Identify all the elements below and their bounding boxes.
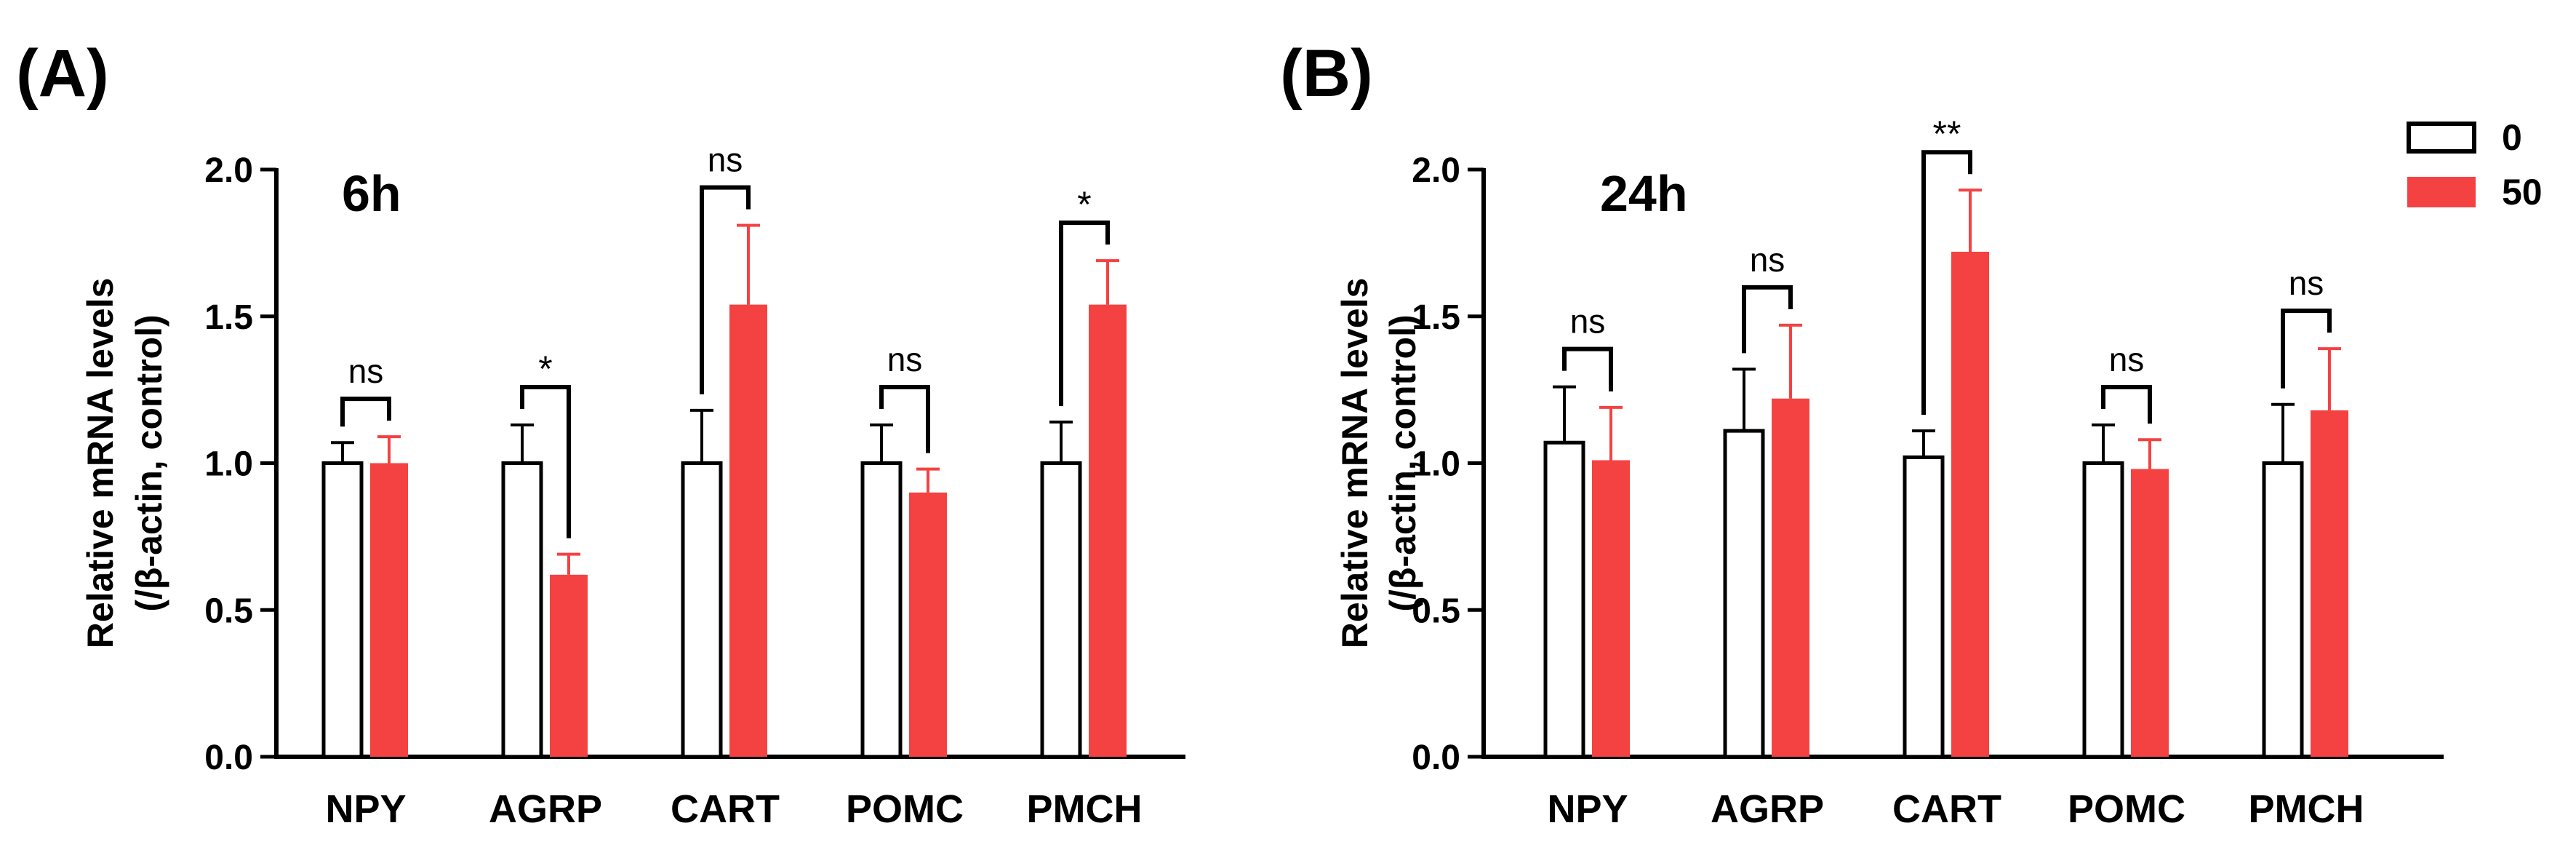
panel-label: (B) xyxy=(1280,36,1373,111)
bar-treated-cart xyxy=(729,304,767,757)
chart-panel-1: (A) 6h Relative mRNA levels (/β-actin, cont… xyxy=(16,36,1185,831)
y-tick-label: 2.0 xyxy=(1412,151,1460,190)
y-axis-label: Relative mRNA levels xyxy=(80,278,121,649)
x-tick-label: PMCH xyxy=(1027,787,1143,831)
x-tick-label: CART xyxy=(1892,787,2001,831)
significance-bracket xyxy=(2281,309,2332,389)
significance-bracket xyxy=(1059,220,1110,407)
bar-treated-npy xyxy=(1592,460,1630,757)
x-tick-label: NPY xyxy=(1547,787,1628,831)
y-tick-label: 2.0 xyxy=(204,151,253,190)
bar-treated-agrp xyxy=(1772,398,1809,757)
bar-control-agrp xyxy=(501,461,543,759)
significance-bracket xyxy=(879,385,930,453)
bar-control-npy xyxy=(1543,440,1585,759)
significance-label: ns xyxy=(708,141,743,179)
significance-label: ** xyxy=(1933,114,1961,154)
y-axis-label: Relative mRNA levels xyxy=(1335,278,1375,649)
significance-bracket xyxy=(1742,285,1793,354)
significance-label: ns xyxy=(348,352,384,390)
significance-label: ns xyxy=(2109,341,2145,378)
bar-treated-agrp xyxy=(550,574,588,757)
legend-label: 0 xyxy=(2502,117,2522,158)
bar-treated-pmch xyxy=(1089,304,1127,757)
bar-treated-cart xyxy=(1951,251,1989,757)
bar-control-pomc xyxy=(860,461,903,759)
y-tick-label: 0.5 xyxy=(204,592,253,630)
significance-bracket xyxy=(700,185,751,394)
significance-bracket xyxy=(520,385,571,538)
chart-title: 6h xyxy=(342,165,401,222)
significance-label: * xyxy=(1077,184,1091,225)
legend: 050 xyxy=(2407,117,2543,212)
bar-treated-pomc xyxy=(2131,469,2169,757)
y-tick-label: 1.5 xyxy=(1412,298,1460,337)
x-tick-label: CART xyxy=(671,787,780,831)
bar-control-npy xyxy=(321,461,364,759)
y-tick-label: 0.5 xyxy=(1412,592,1460,630)
significance-bracket xyxy=(1921,150,1972,415)
bar-control-cart xyxy=(1903,455,1945,759)
panel-label: (A) xyxy=(16,36,109,111)
y-axis-label: (/β-actin, control) xyxy=(129,314,169,611)
bar-control-cart xyxy=(681,461,723,759)
legend-swatch-control xyxy=(2407,122,2476,154)
significance-label: ns xyxy=(1570,303,1606,341)
bar-treated-npy xyxy=(370,463,408,757)
significance-label: ns xyxy=(887,341,923,378)
x-tick-label: NPY xyxy=(325,787,406,831)
y-tick-label: 1.5 xyxy=(204,298,253,337)
significance-bracket xyxy=(2101,385,2152,424)
y-tick-label: 0.0 xyxy=(1412,739,1460,777)
significance-bracket xyxy=(340,397,391,427)
chart-title: 24h xyxy=(1600,165,1688,222)
significance-label: * xyxy=(538,349,552,389)
significance-label: ns xyxy=(1750,241,1785,279)
x-tick-label: POMC xyxy=(846,787,964,831)
x-tick-label: POMC xyxy=(2068,787,2185,831)
bar-treated-pmch xyxy=(2311,410,2348,757)
y-tick-label: 1.0 xyxy=(204,445,253,484)
chart-panel-2: (B) 24h Relative mRNA levels (/β-actin, con… xyxy=(1280,36,2444,831)
y-axis-label: (/β-actin, control) xyxy=(1383,314,1423,611)
x-tick-label: AGRP xyxy=(1711,787,1824,831)
bar-control-pmch xyxy=(1040,461,1082,759)
bar-control-pomc xyxy=(2082,461,2124,759)
x-tick-label: PMCH xyxy=(2249,787,2364,831)
legend-label: 50 xyxy=(2502,172,2543,212)
significance-bracket xyxy=(1562,346,1613,391)
significance-label: ns xyxy=(2289,264,2324,302)
bar-treated-pomc xyxy=(909,492,947,757)
y-tick-label: 0.0 xyxy=(204,739,253,777)
bar-control-pmch xyxy=(2262,461,2304,759)
legend-swatch-treated xyxy=(2407,177,2476,207)
x-tick-label: AGRP xyxy=(489,787,602,831)
y-tick-label: 1.0 xyxy=(1412,445,1460,484)
bar-control-agrp xyxy=(1723,429,1765,759)
